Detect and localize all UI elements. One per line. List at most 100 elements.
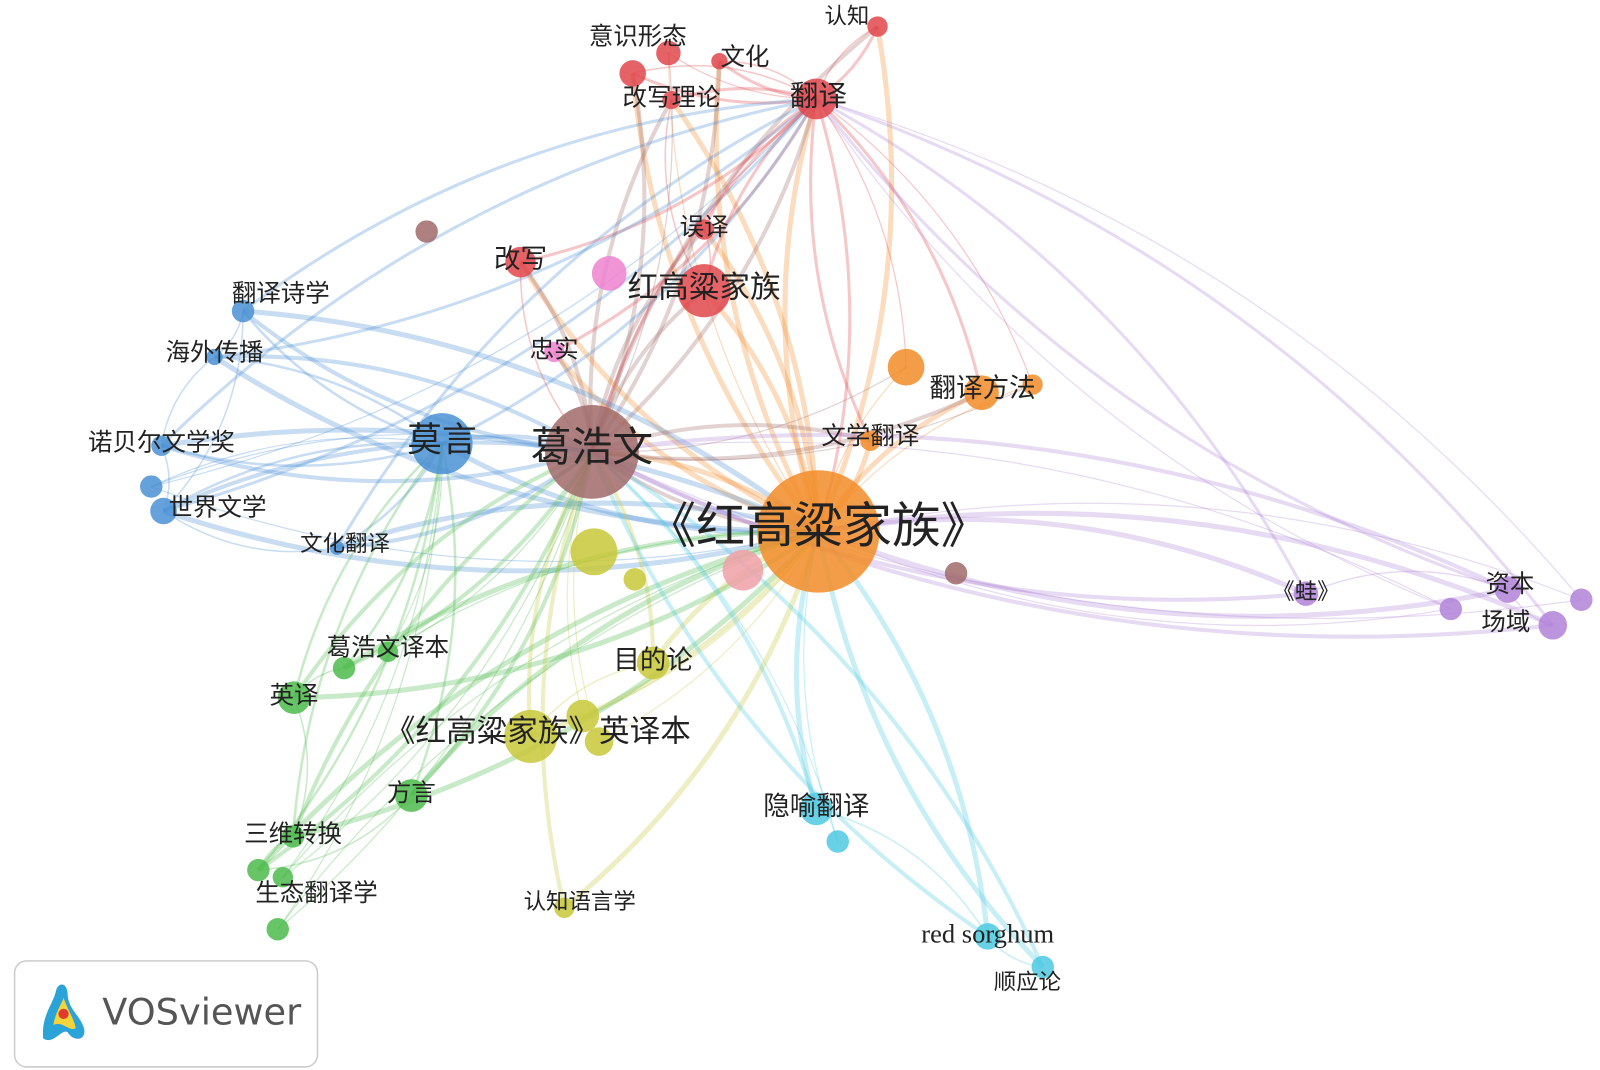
edge [257, 451, 594, 872]
node-label: 文化 [720, 43, 769, 71]
node [584, 727, 614, 756]
node [140, 475, 163, 498]
edge [816, 808, 989, 937]
edge [630, 73, 821, 534]
edge [815, 97, 984, 394]
edge [441, 98, 818, 446]
node-label: 改写理论 [623, 84, 721, 112]
node-label: 忠实 [530, 336, 579, 364]
node [693, 219, 715, 240]
node-label: 诺贝尔文学奖 [88, 428, 235, 456]
node-label: 顺应论 [994, 969, 1061, 994]
node-label: 认知语言学 [524, 889, 636, 914]
logo-text: VOSviewer [102, 990, 302, 1033]
edge [590, 450, 1045, 968]
edge [713, 60, 821, 533]
node-label: 英译 [270, 681, 319, 709]
node-label: 葛浩文译本 [327, 633, 449, 661]
node-label: 隐喻翻译 [763, 791, 869, 821]
edge [336, 500, 820, 551]
node-label: 翻译方法 [930, 373, 1036, 403]
edge [214, 354, 593, 454]
edge [590, 97, 818, 453]
edge [343, 443, 444, 669]
edge [591, 441, 1452, 610]
edge [553, 98, 818, 354]
node [623, 568, 646, 591]
node [1022, 374, 1043, 395]
edge [161, 427, 820, 534]
node [677, 264, 731, 318]
node [722, 549, 764, 591]
node-label: 莫言 [407, 421, 476, 460]
edge [277, 443, 443, 930]
edge [241, 309, 593, 454]
node [636, 646, 670, 680]
edge [409, 451, 594, 798]
edge [1305, 570, 1509, 595]
node-label: 《红高粱家族》 [647, 499, 990, 554]
edge [163, 510, 338, 553]
edge [816, 529, 991, 937]
edge [590, 450, 819, 810]
node [566, 699, 600, 733]
edge [815, 530, 1045, 969]
edge [817, 529, 1509, 619]
node [231, 299, 255, 323]
node-label: 资本 [1485, 570, 1534, 598]
node [619, 60, 646, 87]
edge [809, 98, 872, 442]
node [662, 90, 681, 110]
edge [815, 97, 1554, 627]
node [206, 348, 223, 366]
node [591, 256, 627, 291]
node-label: 世界文学 [169, 494, 267, 522]
edge [282, 443, 443, 878]
edge [162, 441, 443, 513]
node [277, 681, 311, 715]
edge [151, 433, 593, 488]
node [266, 918, 289, 941]
edge [590, 450, 1307, 602]
node [974, 923, 1001, 950]
edge [591, 390, 983, 462]
edge [591, 451, 1582, 620]
edge [291, 442, 443, 837]
edge [818, 502, 1582, 601]
edge [562, 530, 821, 910]
node-label: red sorghum [921, 918, 1054, 948]
edge [213, 354, 819, 534]
edge [520, 97, 818, 264]
node [281, 825, 305, 848]
edge [242, 97, 817, 313]
node [151, 435, 172, 456]
node-label: 《蛙》 [1272, 579, 1339, 604]
edge [816, 26, 895, 533]
node [554, 897, 575, 919]
edge [591, 432, 1509, 592]
edge [161, 442, 443, 468]
node-label: 认知 [824, 4, 869, 29]
edge [817, 516, 1307, 596]
node-label: 红高粱家族 [628, 271, 781, 305]
edge [540, 451, 594, 909]
edge [815, 97, 1308, 595]
node [800, 792, 833, 826]
edge [590, 61, 722, 454]
node-label: 三维转换 [244, 820, 342, 848]
node [505, 246, 536, 278]
edge [242, 308, 820, 534]
node [757, 470, 880, 593]
node [570, 528, 618, 576]
node [1439, 597, 1462, 621]
edge [292, 442, 443, 698]
node [332, 656, 356, 680]
edge [160, 443, 593, 484]
edge [591, 52, 673, 453]
node-label: 《红高粱家族》英译本 [385, 714, 691, 748]
edge [590, 73, 647, 453]
nodes [140, 16, 1593, 979]
logo-frame [13, 960, 319, 1068]
edge [815, 98, 1034, 385]
